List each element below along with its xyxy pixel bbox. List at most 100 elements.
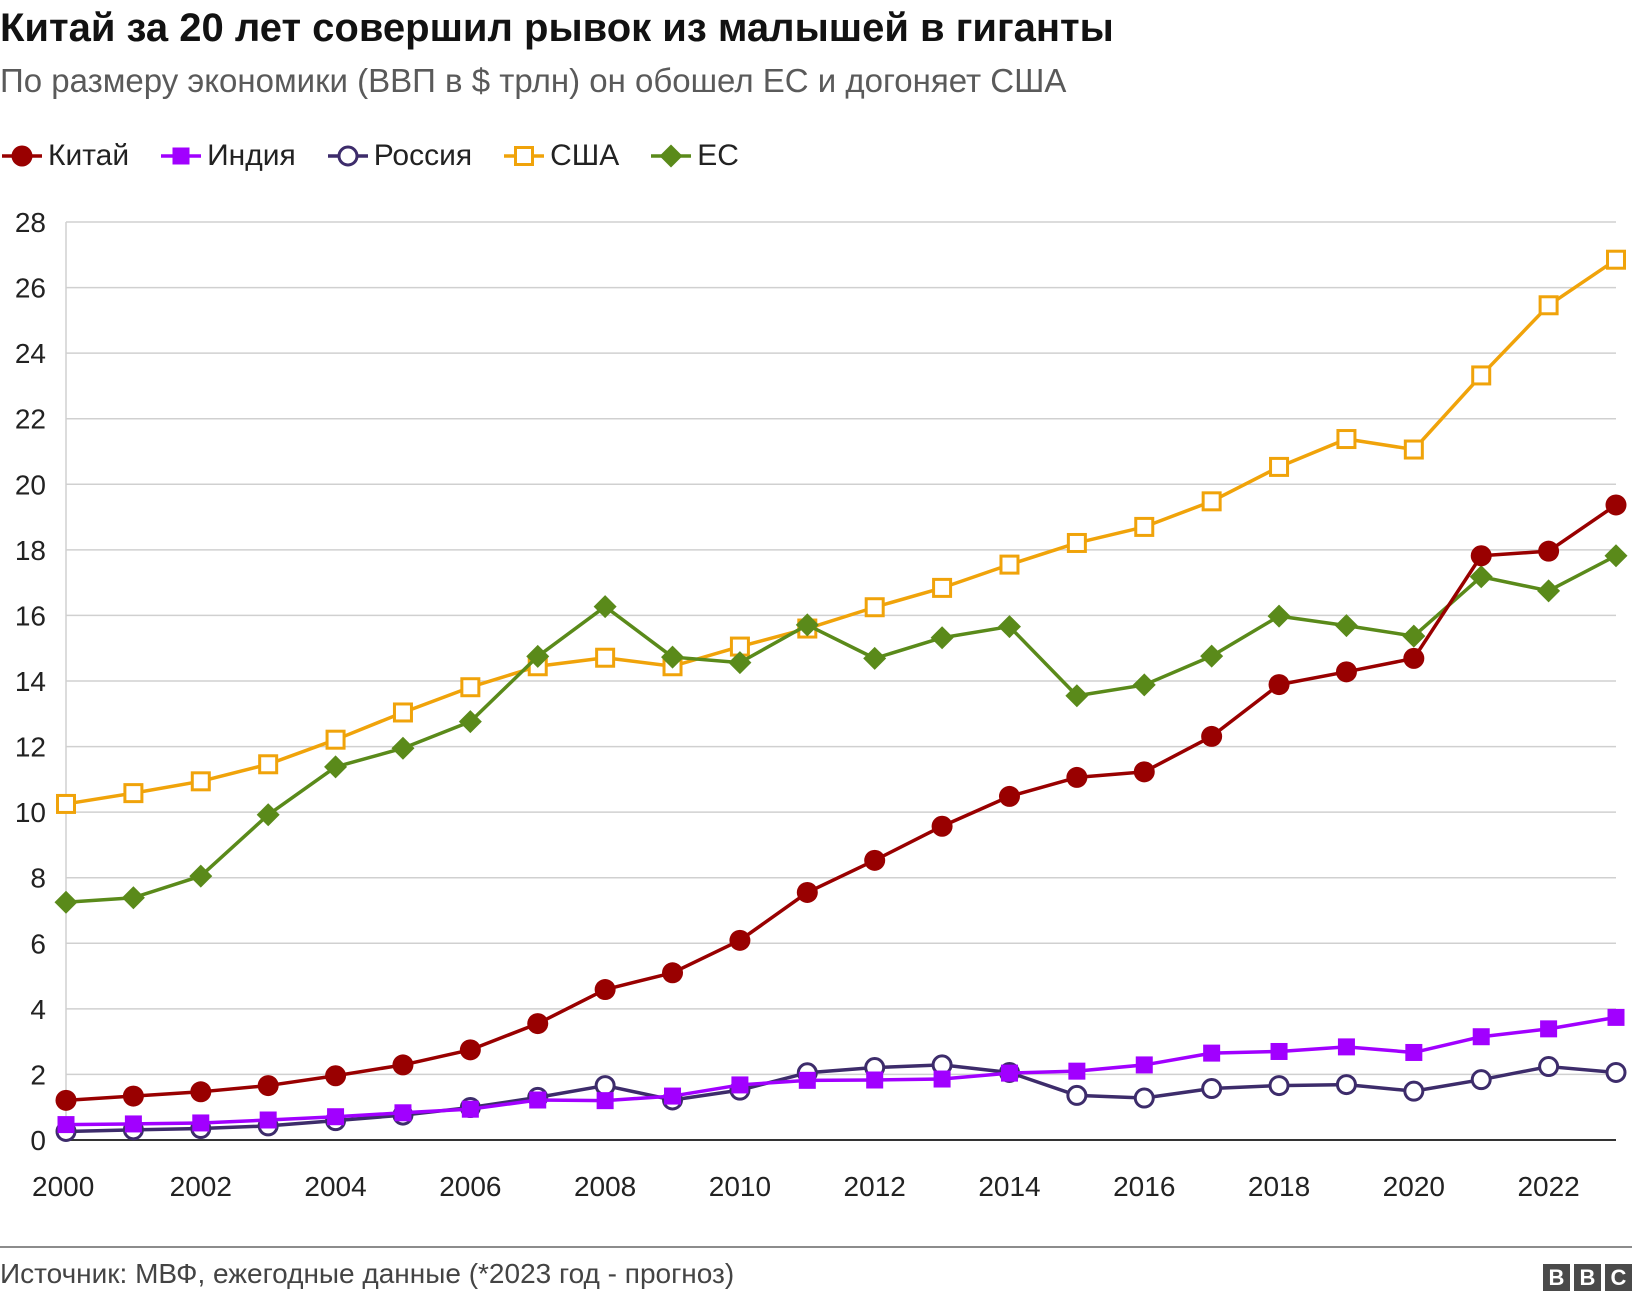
series-line <box>65 554 1617 905</box>
data-point <box>1068 1062 1086 1080</box>
data-point <box>1540 1020 1558 1038</box>
data-point <box>999 554 1020 575</box>
data-point <box>1607 1008 1625 1026</box>
data-point <box>1132 673 1156 697</box>
data-point <box>1135 1056 1153 1074</box>
data-point <box>1066 1084 1088 1106</box>
data-point <box>56 793 76 814</box>
data-point <box>122 1085 144 1107</box>
data-point <box>1337 1038 1355 1056</box>
legend-marker <box>659 144 683 168</box>
data-point <box>1065 684 1089 708</box>
data-point <box>661 645 685 669</box>
data-point <box>1469 565 1493 589</box>
chart-title: Китай за 20 лет совершил рывок из малыше… <box>0 6 1114 50</box>
x-tick-label: 2020 <box>1383 1171 1445 1202</box>
y-tick-label: 24 <box>15 338 46 369</box>
data-point <box>1405 1043 1423 1061</box>
source-note: Источник: МВФ, ежегодные данные (*2023 г… <box>0 1258 735 1289</box>
legend-marker <box>514 146 535 166</box>
data-point <box>932 577 953 598</box>
data-point <box>729 929 751 951</box>
series-line <box>65 503 1617 1103</box>
x-tick-label: 2012 <box>844 1171 906 1202</box>
y-tick-label: 14 <box>15 666 46 697</box>
legend-label: Россия <box>373 139 473 172</box>
data-point <box>121 886 145 910</box>
data-point <box>54 890 78 914</box>
series-china <box>55 494 1627 1111</box>
legend-marker <box>337 145 359 167</box>
legend-swatch <box>161 147 202 165</box>
footer-divider <box>0 1246 1632 1248</box>
data-point <box>1605 494 1627 516</box>
data-point <box>459 1039 481 1061</box>
y-tick-label: 4 <box>30 994 46 1025</box>
data-point <box>460 677 481 698</box>
data-point <box>1066 532 1087 553</box>
data-point <box>1200 644 1224 668</box>
data-point <box>259 1111 277 1129</box>
data-point <box>864 849 886 871</box>
data-point <box>190 1081 212 1103</box>
data-point <box>458 710 482 734</box>
data-point <box>257 1075 279 1097</box>
data-point <box>1538 1056 1560 1078</box>
data-point <box>1335 661 1357 683</box>
data-point <box>1134 516 1155 537</box>
y-tick-label: 16 <box>15 600 46 631</box>
data-point <box>1336 429 1357 450</box>
data-point <box>55 1089 77 1111</box>
legend-marker <box>172 147 190 165</box>
series-line <box>65 1063 1617 1134</box>
x-tick-label: 2018 <box>1248 1171 1310 1202</box>
data-point <box>662 962 684 984</box>
legend-label: США <box>550 139 620 172</box>
data-point <box>1403 1080 1425 1102</box>
logo-letter: C <box>1605 1264 1632 1291</box>
legend-swatch <box>2 145 42 167</box>
legend-item: Индия <box>159 139 296 173</box>
data-point <box>596 1092 614 1110</box>
data-point <box>664 1087 682 1105</box>
legend-swatch <box>327 145 368 167</box>
y-tick-label: 22 <box>15 404 46 435</box>
x-tick-label: 2022 <box>1517 1171 1579 1202</box>
data-point <box>1066 766 1088 788</box>
data-point <box>189 864 213 888</box>
data-point <box>798 1071 816 1089</box>
data-point <box>1201 725 1223 747</box>
y-tick-label: 2 <box>30 1059 46 1090</box>
data-point <box>595 647 616 668</box>
data-point <box>526 644 550 668</box>
data-point <box>258 754 279 775</box>
legend-marker <box>11 145 33 167</box>
legend-label: Китай <box>48 139 130 172</box>
data-point <box>57 1116 75 1134</box>
data-point <box>1334 614 1358 638</box>
y-tick-label: 12 <box>15 732 46 763</box>
data-point <box>863 646 887 670</box>
data-point <box>1203 1044 1221 1062</box>
data-point <box>1470 545 1492 567</box>
y-tick-label: 6 <box>30 928 46 959</box>
series-eu <box>54 544 1628 914</box>
data-point <box>1201 491 1222 512</box>
data-point <box>461 1100 479 1118</box>
x-tick-label: 2002 <box>170 1171 232 1202</box>
legend-swatch <box>504 146 545 166</box>
data-point <box>1201 1078 1223 1100</box>
data-point <box>1270 1042 1288 1060</box>
data-point <box>527 1013 549 1035</box>
data-point <box>1403 647 1425 669</box>
data-point <box>1472 1028 1490 1046</box>
data-point <box>190 771 211 792</box>
data-point <box>1606 249 1626 270</box>
data-point <box>930 626 954 650</box>
legend-item: Россия <box>326 139 472 173</box>
data-point <box>1268 674 1290 696</box>
data-point <box>394 1104 412 1122</box>
data-point <box>796 881 818 903</box>
legend-label: Индия <box>207 139 296 172</box>
data-point <box>1402 624 1426 648</box>
